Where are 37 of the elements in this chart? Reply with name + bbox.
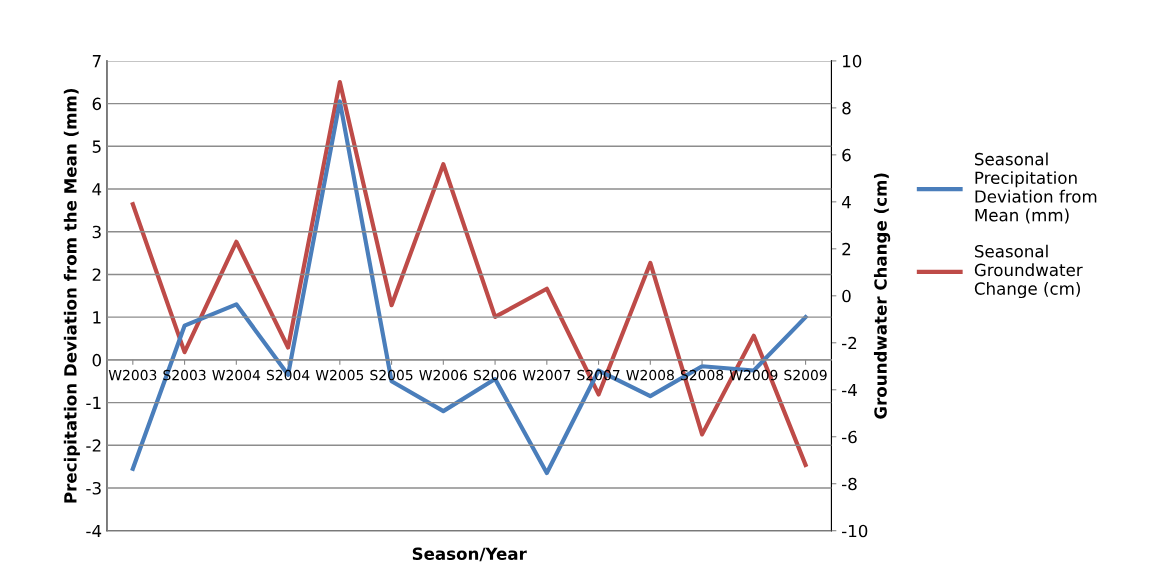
legend-label: Seasonal Groundwater Change (cm)	[974, 244, 1083, 299]
y-tick-label: 4	[92, 183, 102, 196]
x-tick-label: W2003	[108, 369, 157, 381]
y2-tick-label: 4	[841, 196, 851, 209]
y2-tick-label: -4	[841, 383, 857, 397]
y2-tick-label: -8	[841, 477, 857, 491]
x-tick-label: W2006	[419, 369, 467, 381]
y2-tick-label: -2	[841, 336, 857, 350]
legend-label: Seasonal Precipitation Deviation from Mean (mm)	[975, 152, 1097, 224]
y-tick-label: 1	[93, 311, 101, 324]
x-tick-label: W2004	[212, 369, 261, 381]
y2-tick-label: 0	[842, 289, 851, 303]
y2-axis-title: Groundwater Change (cm)	[873, 173, 891, 419]
y2-tick-label: 6	[842, 148, 851, 162]
y-tick-label: -1	[86, 396, 101, 409]
y-tick-label: -2	[86, 439, 101, 452]
x-axis-title: Season/Year	[412, 547, 527, 562]
y-tick-label: 5	[92, 140, 101, 153]
x-tick-label: W2005	[315, 369, 364, 381]
y2-tick-label: 8	[842, 101, 851, 115]
y-tick-label: -3	[86, 481, 101, 495]
y2-tick-label: 10	[843, 54, 862, 68]
x-tick-label: W2008	[626, 369, 674, 381]
y2-tick-label: 2	[842, 242, 851, 256]
y-tick-label: 0	[92, 353, 101, 367]
y2-tick-label: -6	[841, 430, 857, 444]
y-tick-label: -4	[86, 524, 102, 538]
x-tick-label: S2004	[266, 369, 310, 381]
y2-tick-label: -10	[841, 524, 868, 538]
y-tick-label: 3	[92, 225, 101, 239]
y-tick-label: 7	[92, 55, 101, 68]
y-tick-label: 6	[92, 97, 102, 111]
y-tick-label: 2	[92, 268, 101, 281]
x-tick-label: S2006	[473, 369, 517, 381]
x-tick-label: W2007	[522, 369, 571, 381]
x-tick-label: S2009	[784, 369, 827, 381]
y-axis-title: Precipitation Deviation from the Mean (mm)	[63, 88, 80, 503]
